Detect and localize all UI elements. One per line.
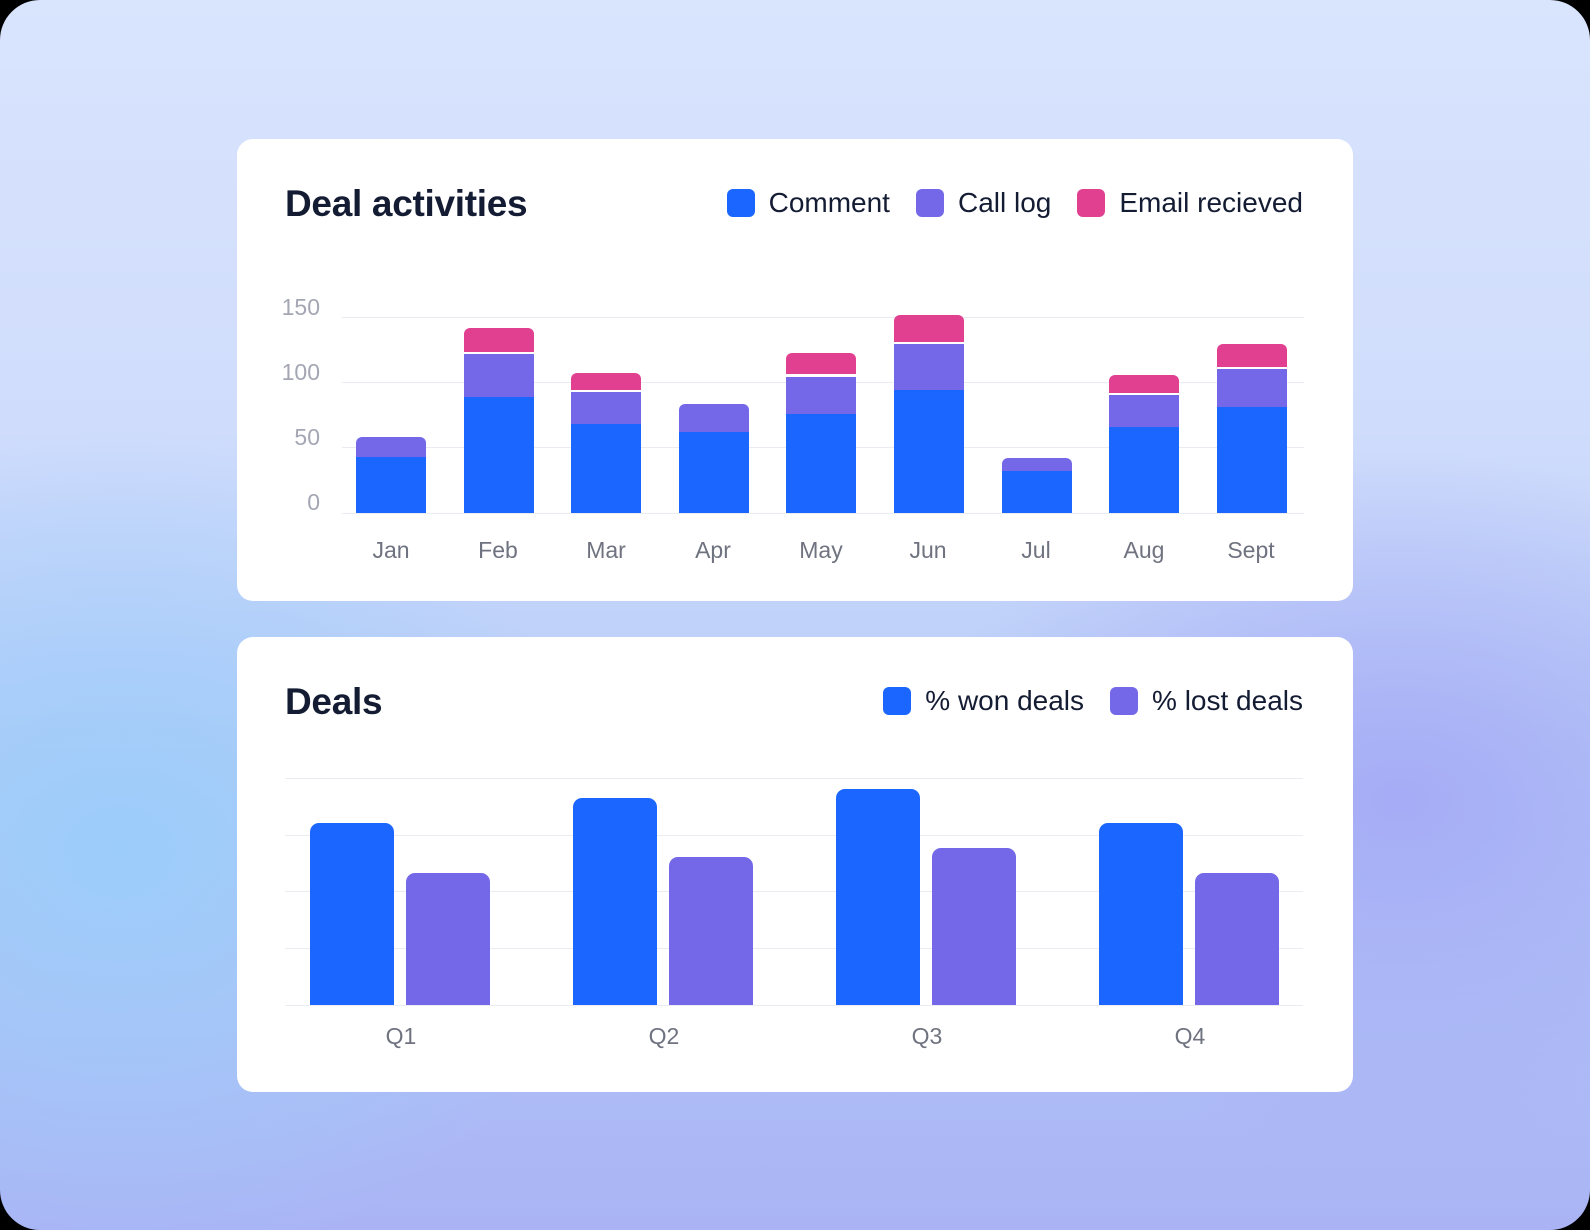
legend-item-email[interactable]: Email recieved — [1077, 187, 1303, 219]
x-tick: Jul — [1021, 537, 1051, 563]
bar-segment-comment — [463, 396, 534, 513]
bar-apr[interactable] — [678, 402, 749, 513]
legend-item-lost[interactable]: % lost deals — [1110, 685, 1303, 717]
bar-q1-won[interactable] — [310, 823, 394, 1005]
bar-segment-comment — [894, 390, 964, 513]
bar-segment-comment — [571, 424, 642, 513]
bar-segment-email-recieved — [463, 328, 534, 353]
won-swatch-icon — [883, 687, 912, 715]
gridline — [342, 317, 1304, 318]
bar-segment-email-recieved — [786, 352, 857, 375]
deals-legend: % won deals % lost deals — [857, 685, 1303, 717]
bar-q3-lost[interactable] — [932, 848, 1016, 1005]
legend-label: Email recieved — [1119, 187, 1303, 218]
legend-label: Comment — [768, 187, 890, 218]
legend-label: % lost deals — [1152, 685, 1303, 716]
call-log-swatch-icon — [915, 189, 944, 217]
bar-segment-comment — [678, 431, 749, 513]
x-tick: Jan — [372, 537, 410, 563]
gridline — [285, 778, 1303, 779]
bar-may[interactable] — [786, 351, 857, 513]
bar-segment-email-recieved — [1216, 343, 1287, 367]
comment-swatch-icon — [726, 189, 755, 217]
bar-segment-call-log — [1216, 368, 1287, 408]
bar-jan[interactable] — [356, 435, 426, 513]
bar-segment-comment — [1001, 471, 1072, 513]
bar-segment-email-recieved — [1109, 375, 1180, 393]
x-tick: Feb — [478, 537, 518, 563]
email-swatch-icon — [1077, 189, 1106, 217]
bar-feb[interactable] — [463, 326, 534, 513]
bar-aug[interactable] — [1109, 373, 1180, 513]
y-tick-50: 50 — [294, 424, 320, 450]
bar-segment-comment — [786, 413, 857, 513]
legend-label: Call log — [957, 187, 1052, 218]
bar-q2-lost[interactable] — [669, 857, 753, 1005]
bar-segment-comment — [1216, 407, 1287, 513]
bar-segment-comment — [356, 456, 426, 513]
deal-activities-plot: 150 100 50 0 Jan Feb Mar Apr May Jun Jul… — [237, 139, 1353, 601]
x-tick: Q3 — [911, 1023, 943, 1049]
deal-activities-title: Deal activities — [285, 183, 528, 224]
x-tick: Q4 — [1174, 1023, 1206, 1049]
bar-q2-won[interactable] — [573, 798, 657, 1005]
legend-item-won[interactable]: % won deals — [883, 685, 1084, 717]
y-tick-100: 100 — [281, 359, 320, 385]
y-tick-150: 150 — [281, 294, 320, 320]
bar-segment-call-log — [894, 343, 964, 391]
bar-segment-comment — [1109, 426, 1180, 513]
gridline — [285, 835, 1303, 836]
bar-mar[interactable] — [571, 371, 642, 513]
bar-segment-call-log — [1109, 394, 1180, 427]
bar-segment-call-log — [786, 376, 857, 414]
x-tick: Q1 — [385, 1023, 417, 1049]
bar-segment-call-log — [463, 354, 534, 397]
bar-segment-call-log — [678, 403, 749, 432]
legend-label: % won deals — [925, 685, 1085, 716]
bar-segment-call-log — [1001, 457, 1072, 472]
bar-jul[interactable] — [1001, 456, 1072, 513]
gridline — [285, 891, 1303, 892]
bar-segment-call-log — [571, 392, 642, 425]
deal-activities-legend: Comment Call log Email recieved — [701, 187, 1303, 219]
deals-plot: Q1 Q2 Q3 Q4 — [237, 637, 1353, 1092]
gridline — [285, 948, 1303, 949]
x-tick: Mar — [586, 537, 626, 563]
bar-segment-call-log — [356, 436, 426, 457]
x-tick: Jun — [909, 537, 947, 563]
deals-card: Deals % won deals % lost deals Q1 Q2 Q3 … — [237, 637, 1353, 1092]
lost-swatch-icon — [1110, 687, 1139, 715]
legend-item-comment[interactable]: Comment — [726, 187, 890, 219]
legend-item-call-log[interactable]: Call log — [915, 187, 1052, 219]
bar-q4-won[interactable] — [1099, 823, 1183, 1005]
bar-sept[interactable] — [1216, 342, 1287, 513]
x-tick: Q2 — [648, 1023, 680, 1049]
x-axis-line — [285, 1005, 1303, 1006]
x-tick: Sept — [1227, 537, 1275, 563]
y-tick-0: 0 — [307, 489, 320, 515]
bar-jun[interactable] — [894, 313, 964, 513]
bar-q4-lost[interactable] — [1195, 873, 1279, 1005]
bar-q3-won[interactable] — [836, 789, 920, 1005]
bar-segment-email-recieved — [894, 315, 964, 342]
bar-segment-email-recieved — [571, 372, 642, 391]
deal-activities-card: Deal activities Comment Call log Email r… — [237, 139, 1353, 601]
x-tick: Apr — [695, 537, 731, 563]
x-axis-line — [342, 513, 1304, 514]
bar-q1-lost[interactable] — [406, 873, 490, 1005]
x-tick: Aug — [1123, 537, 1165, 563]
x-tick: May — [799, 537, 843, 563]
deals-title: Deals — [285, 681, 383, 722]
